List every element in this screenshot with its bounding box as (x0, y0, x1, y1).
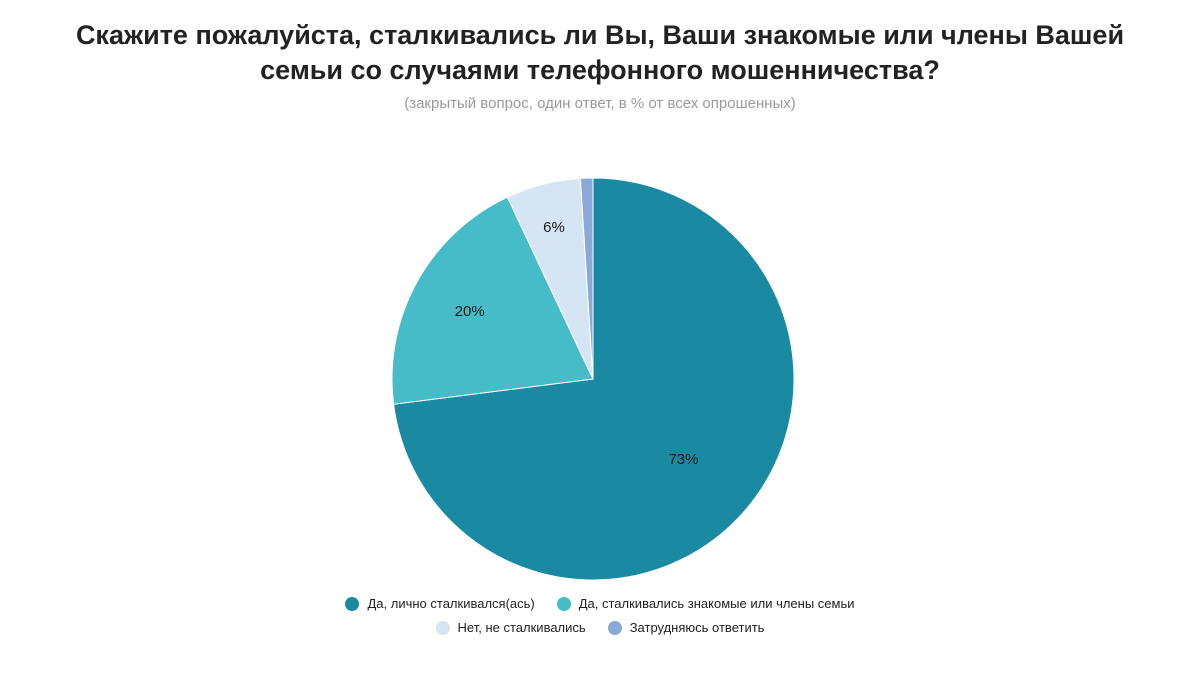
legend-item-personal: Да, лично сталкивался(ась) (345, 596, 535, 611)
legend-item-unsure: Затрудняюсь ответить (607, 620, 765, 635)
chart-title-line-2: семьи со случаями телефонного мошенничес… (260, 55, 940, 85)
chart-subtitle: (закрытый вопрос, один ответ, в % от все… (404, 95, 796, 112)
legend-swatch-no (435, 620, 450, 635)
legend-item-no: Нет, не сталкивались (435, 620, 586, 635)
legend-swatch-acquaintances (556, 596, 571, 611)
legend-label-unsure: Затрудняюсь ответить (629, 620, 765, 635)
pie-slice-unsure (579, 177, 594, 380)
legend-label-acquaintances: Да, сталкивались знакомые или члены семь… (578, 596, 855, 611)
chart-title: Скажите пожалуйста, сталкивались ли Вы, … (0, 18, 1200, 88)
chart-title-line-1: Скажите пожалуйста, сталкивались ли Вы, … (75, 20, 1125, 50)
pie-slice-personal (393, 177, 795, 581)
legend-row-2: Нет, не сталкивались Затрудняюсь ответит… (0, 620, 1200, 635)
legend-swatch-personal (345, 596, 360, 611)
pie-label-personal: 73% (668, 451, 698, 468)
legend-label-no: Нет, не сталкивались (457, 620, 586, 635)
legend-swatch-unsure (607, 620, 622, 635)
legend-item-acquaintances: Да, сталкивались знакомые или члены семь… (556, 596, 855, 611)
pie-label-no: 6% (543, 219, 565, 236)
pie-label-acquaintances: 20% (455, 303, 485, 320)
legend-row-1: Да, лично сталкивался(ась) Да, сталкивал… (0, 596, 1200, 611)
legend-label-personal: Да, лично сталкивался(ась) (367, 596, 535, 611)
legend: Да, лично сталкивался(ась) Да, сталкивал… (0, 596, 1200, 644)
pie-slice-acquaintances (391, 196, 594, 405)
